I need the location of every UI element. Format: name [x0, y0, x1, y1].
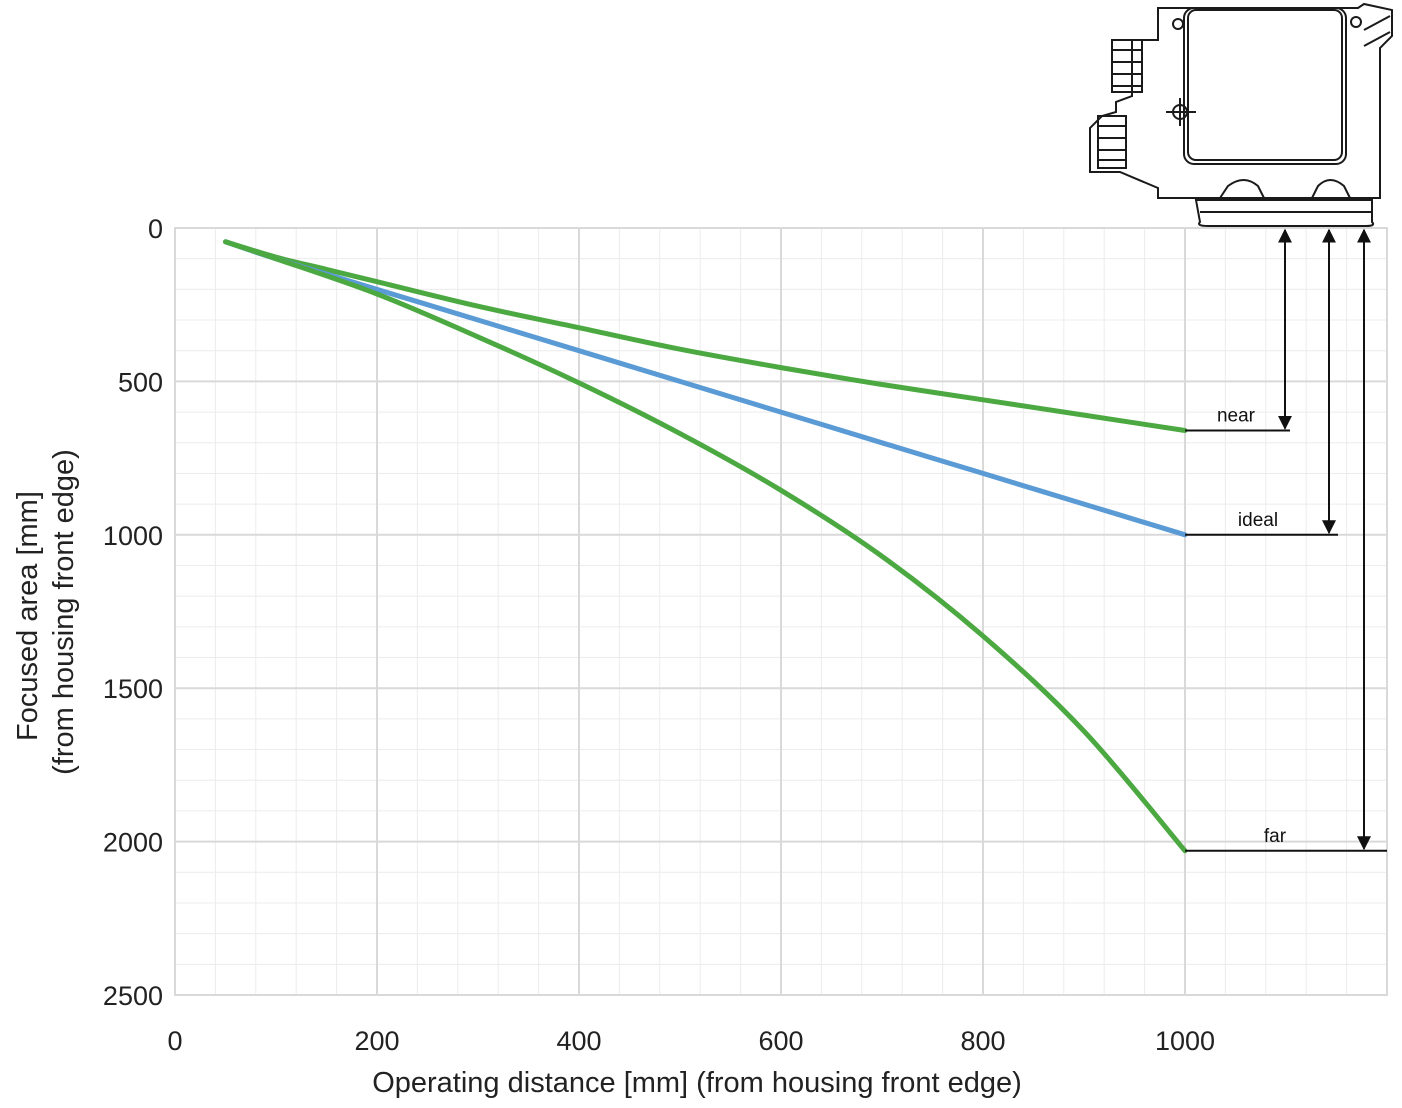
- x-tick-label: 400: [556, 1026, 601, 1056]
- x-tick-label: 800: [960, 1026, 1005, 1056]
- tick-labels: 0 200 400 600 800 1000 0 500 1000 1500 2000 2500: [103, 214, 1215, 1056]
- series-line-far: [223, 239, 1188, 854]
- marker-label-near: near: [1217, 405, 1256, 426]
- y-axis-label-line1: Focused area [mm]: [12, 491, 44, 741]
- marker-label-ideal: ideal: [1238, 510, 1278, 531]
- series-line-ideal: [223, 239, 1188, 538]
- marker-label-far: far: [1264, 826, 1287, 847]
- x-tick-label: 0: [167, 1026, 182, 1056]
- plot-frame: [174, 227, 1388, 996]
- x-tick-label: 1000: [1155, 1026, 1215, 1056]
- plot-border: [174, 227, 1388, 996]
- y-tick-label: 2500: [103, 981, 163, 1011]
- y-tick-label: 0: [148, 214, 163, 244]
- series-line-near: [223, 239, 1188, 433]
- y-axis-label-line2: (from housing front edge): [48, 449, 80, 775]
- x-tick-label: 600: [758, 1026, 803, 1056]
- sensor-housing-icon: [1089, 2, 1393, 227]
- range-markers: near ideal far: [1185, 228, 1387, 852]
- y-tick-label: 500: [118, 367, 163, 397]
- series-layer: [223, 239, 1188, 854]
- y-tick-label: 1000: [103, 521, 163, 551]
- major-grid: [174, 227, 1387, 996]
- y-axis-label: Focused area [mm] (from housing front ed…: [12, 449, 80, 775]
- y-tick-label: 2000: [103, 828, 163, 858]
- x-tick-label: 200: [354, 1026, 399, 1056]
- x-axis-label: Operating distance [mm] (from housing fr…: [372, 1067, 1022, 1099]
- y-tick-label: 1500: [103, 674, 163, 704]
